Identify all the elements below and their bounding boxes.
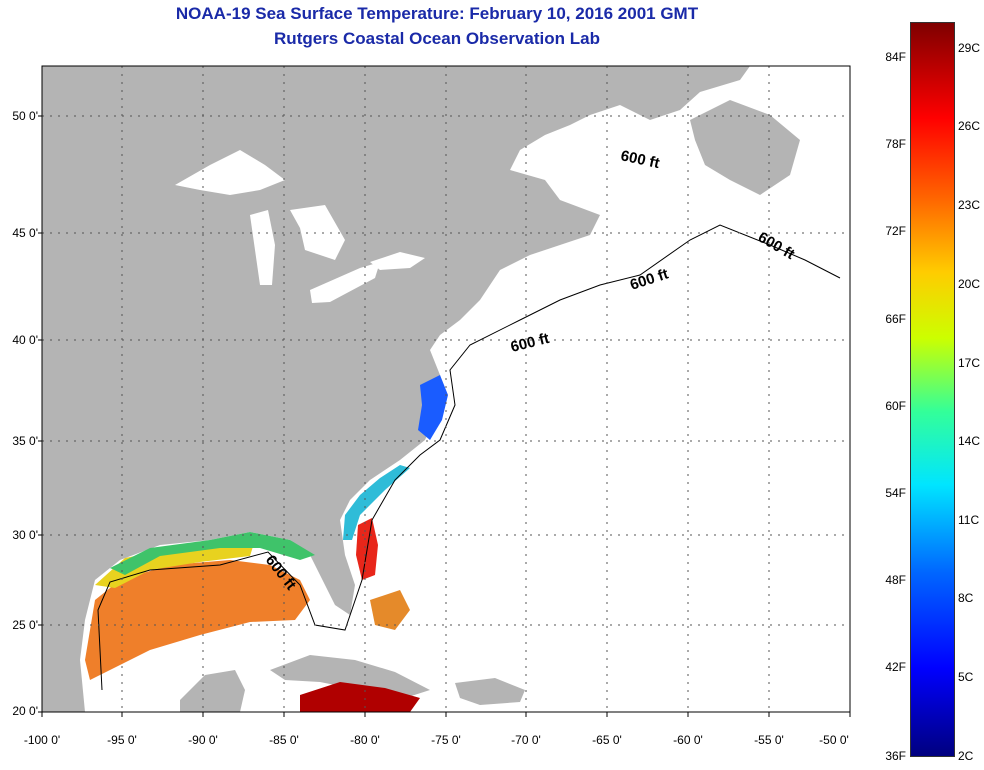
colorbar-f-label: 54F [885, 486, 906, 500]
colorbar-c-label: 5C [958, 670, 974, 684]
lake-erie [310, 262, 380, 303]
lon-label: -55 0' [754, 733, 784, 747]
lon-label: -100 0' [23, 733, 61, 747]
sst-caribbean-hot [300, 682, 420, 712]
lat-label: 45 0' [12, 226, 38, 240]
colorbar-c-label: 23C [958, 198, 981, 212]
lon-label: -80 0' [350, 733, 380, 747]
gulf-of-st-lawrence [545, 118, 665, 210]
sst-gulf-shelf-green [110, 532, 315, 575]
colorbar-c-label: 26C [958, 119, 981, 133]
lake-ontario [370, 252, 425, 270]
sst-gulf-shelf-yellow [95, 540, 255, 588]
temperature-colorbar [910, 22, 955, 757]
colorbar-c-label: 8C [958, 591, 974, 605]
colorbar-f-label: 60F [885, 399, 906, 413]
lat-label: 35 0' [12, 434, 38, 448]
sst-southeast-shelf [343, 465, 410, 540]
colorbar-f-label: 72F [885, 224, 906, 238]
map-title: NOAA-19 Sea Surface Temperature: Februar… [175, 4, 699, 23]
lake-huron [290, 205, 345, 260]
colorbar-f-label: 36F [885, 749, 906, 763]
lat-label: 20 0' [12, 704, 38, 718]
colorbar-c-label: 14C [958, 434, 981, 448]
colorbar-f-label: 78F [885, 137, 906, 151]
sst-bahamas-mixed [370, 590, 410, 630]
lat-label: 25 0' [12, 618, 38, 632]
lon-label: -70 0' [511, 733, 541, 747]
colorbar-c-label: 17C [958, 356, 981, 370]
colorbar-f-label: 84F [885, 50, 906, 64]
lon-label: -50 0' [819, 733, 849, 747]
map-subtitle: Rutgers Coastal Ocean Observation Lab [274, 29, 600, 48]
lake-michigan [250, 210, 275, 285]
colorbar-f-label: 42F [885, 660, 906, 674]
isobath-600ft-line [97, 224, 841, 691]
cuba-land [270, 655, 430, 698]
north-america-land [42, 66, 750, 712]
sst-carolina-cold [418, 375, 448, 440]
colorbar-c-label: 29C [958, 41, 981, 55]
colorbar-f-label: 66F [885, 312, 906, 326]
lon-label: -65 0' [592, 733, 622, 747]
colorbar-c-label: 2C [958, 749, 974, 763]
lat-label: 50 0' [12, 109, 38, 123]
yucatan-land [180, 670, 245, 712]
lon-label: -75 0' [431, 733, 461, 747]
lat-label: 30 0' [12, 528, 38, 542]
hispaniola-land [455, 678, 525, 705]
lon-label: -60 0' [673, 733, 703, 747]
lon-label: -85 0' [269, 733, 299, 747]
sst-gulf-warm [85, 560, 310, 680]
colorbar-c-label: 20C [958, 277, 981, 291]
colorbar-f-label: 48F [885, 573, 906, 587]
lat-label: 40 0' [12, 333, 38, 347]
lon-label: -95 0' [107, 733, 137, 747]
lake-superior [175, 150, 285, 195]
lon-label: -90 0' [188, 733, 218, 747]
newfoundland-land [690, 100, 800, 195]
colorbar-c-label: 11C [958, 513, 980, 527]
